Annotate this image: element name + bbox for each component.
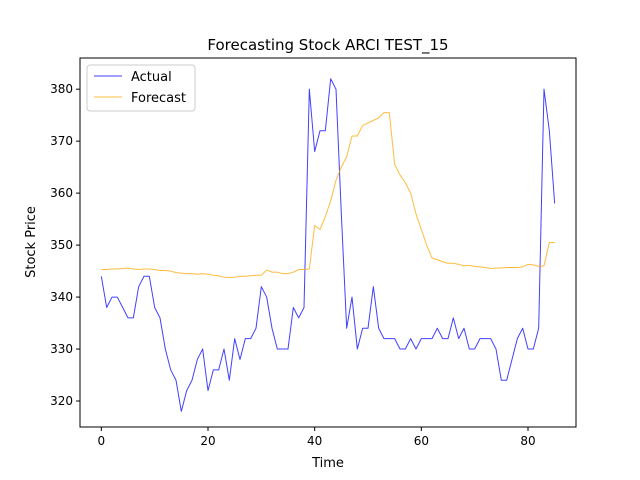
x-tick-label: 20 — [200, 434, 215, 448]
x-tick-label: 60 — [414, 434, 429, 448]
y-tick-label: 350 — [50, 238, 73, 252]
plot-area — [79, 57, 577, 428]
legend-label-forecast: Forecast — [131, 91, 186, 106]
y-tick-label: 360 — [50, 186, 73, 200]
y-tick-label: 330 — [50, 342, 73, 356]
y-tick-label: 370 — [50, 134, 73, 148]
y-axis-label: Stock Price — [24, 206, 39, 278]
y-tick-label: 380 — [50, 82, 73, 96]
y-axis: 320 330 340 350 360 370 380 — [50, 82, 80, 408]
legend-label-actual: Actual — [131, 70, 172, 85]
legend: Actual Forecast — [86, 64, 196, 112]
x-tick-label: 40 — [307, 434, 322, 448]
series-line-actual — [100, 78, 556, 412]
y-tick-label: 320 — [50, 394, 73, 408]
series-layer — [100, 78, 556, 412]
x-tick-label: 0 — [98, 434, 106, 448]
chart-title: Forecasting Stock ARCI TEST_15 — [207, 36, 448, 55]
x-axis-label: Time — [311, 456, 344, 471]
series-line-forecast — [101, 112, 555, 278]
x-axis: 0 20 40 60 80 — [98, 427, 536, 448]
y-tick-label: 340 — [50, 290, 73, 304]
plot-frame — [79, 57, 577, 428]
x-tick-label: 80 — [520, 434, 535, 448]
